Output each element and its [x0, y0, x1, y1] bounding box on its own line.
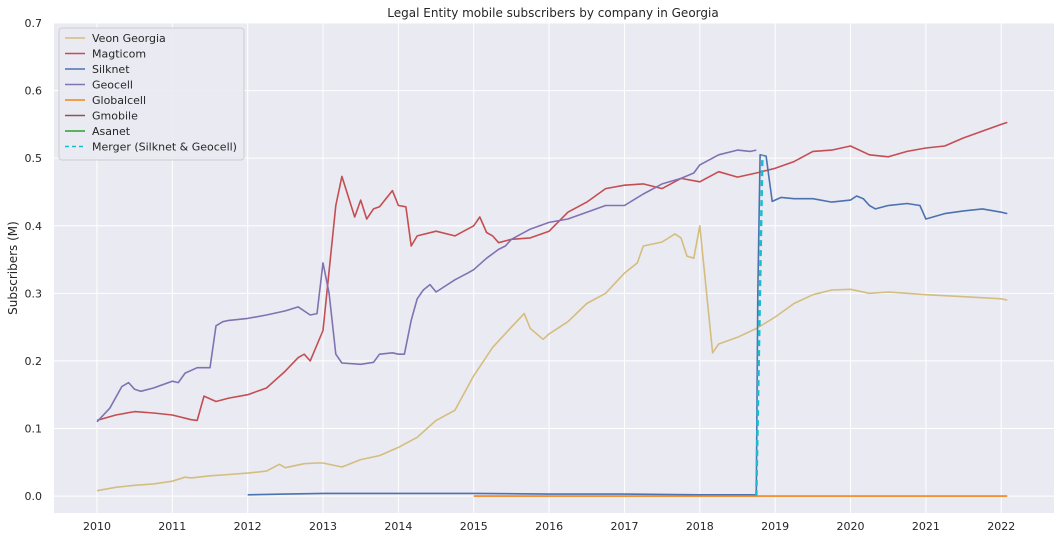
x-axis-ticks: 2010 2011 2012 2013 2014 2015 2016 2017 2018 2019…: [83, 520, 1015, 533]
series-line-merger-silknet-geocell: [755, 154, 764, 497]
y-tick-label: 0.2: [25, 355, 43, 368]
series-line-silknet: [247, 154, 1008, 496]
legend-label: Geocell: [92, 79, 133, 92]
x-tick-label: 2015: [460, 520, 488, 533]
series-lines: [96, 121, 1008, 497]
series-line-veon-georgia: [96, 225, 1008, 492]
y-tick-label: 0.4: [25, 220, 43, 233]
x-tick-label: 2013: [309, 520, 337, 533]
x-tick-label: 2011: [158, 520, 186, 533]
series-line-geocell: [96, 149, 757, 423]
y-tick-label: 0.7: [25, 17, 43, 30]
x-tick-label: 2017: [610, 520, 638, 533]
y-tick-label: 0.0: [25, 490, 43, 503]
x-tick-label: 2018: [686, 520, 714, 533]
y-tick-label: 0.3: [25, 287, 43, 300]
y-tick-label: 0.6: [25, 85, 43, 98]
chart-title: Legal Entity mobile subscribers by compa…: [387, 6, 718, 20]
series-line-magticom: [96, 121, 1008, 422]
legend-label: Magticom: [92, 48, 146, 61]
x-tick-label: 2010: [83, 520, 111, 533]
y-tick-label: 0.5: [25, 152, 43, 165]
x-tick-label: 2014: [384, 520, 412, 533]
legend-label: Merger (Silknet & Geocell): [92, 141, 237, 154]
x-tick-label: 2019: [761, 520, 789, 533]
x-tick-label: 2012: [234, 520, 262, 533]
legend-label: Asanet: [92, 125, 131, 138]
legend: Veon Georgia Magticom Silknet Geocell Global…: [58, 27, 245, 161]
x-tick-label: 2022: [987, 520, 1015, 533]
x-tick-label: 2020: [837, 520, 865, 533]
y-axis-label: Subscribers (M): [6, 221, 20, 315]
y-axis-ticks: 0.0 0.1 0.2 0.3 0.4 0.5 0.6 0.7: [25, 17, 43, 503]
legend-label: Globalcell: [92, 94, 146, 107]
x-tick-label: 2016: [535, 520, 563, 533]
legend-label: Gmobile: [92, 110, 138, 123]
x-tick-label: 2021: [912, 520, 940, 533]
y-tick-label: 0.1: [25, 423, 43, 436]
legend-frame: [58, 27, 245, 161]
legend-label: Veon Georgia: [92, 32, 166, 45]
legend-label: Silknet: [92, 63, 130, 76]
